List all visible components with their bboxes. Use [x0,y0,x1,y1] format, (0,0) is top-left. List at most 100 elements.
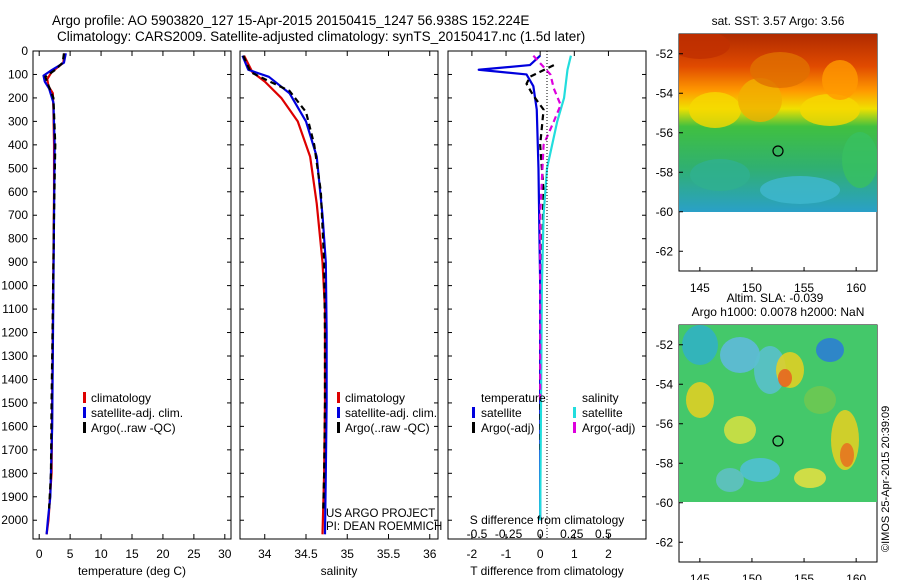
sla-field-patch [682,325,718,365]
depth-tick-label: 1600 [1,419,28,433]
x-tick-label: 0 [537,547,544,561]
depth-tick-label: 800 [8,232,28,246]
depth-tick-label: 1000 [1,279,28,293]
lat-tick-label: -56 [656,126,674,140]
depth-tick-label: 600 [8,185,28,199]
x-tick-label: -2 [467,547,478,561]
lat-tick-label: -54 [656,377,674,391]
difference-ticks: -2 -1 0 1 2 [448,50,646,561]
depth-tick-label: 1800 [1,466,28,480]
sst-field-patch [690,159,750,191]
legend-label-satellite: satellite-adj. clim. [345,406,437,420]
series-line-argo-raw-qc [242,55,327,509]
sst-field-patch [738,78,782,122]
sla-map-title-line2: Argo h1000: 0.0078 h2000: NaN [692,305,865,319]
x-tick-label: 0 [36,547,43,561]
lat-tick-label: -54 [656,86,674,100]
depth-tick-label: 1400 [1,372,28,386]
figure-title-line1: Argo profile: AO 5903820_127 15-Apr-2015… [52,13,529,28]
sla-map-panel: Altim. SLA: -0.039 Argo h1000: 0.0078 h2… [656,291,878,580]
legend-swatch-sal-argo [573,422,576,433]
lon-tick-label: 150 [742,281,762,295]
x-tick-label: 15 [125,547,139,561]
sla-field-patch [778,369,792,387]
difference-panel: -2 -1 0 1 2 S difference from climatology -0… [447,50,647,578]
legend-swatch-climatology [337,392,340,403]
sla-field-patch [716,468,744,492]
lon-tick-label: 160 [846,281,866,295]
x-tick-label: 1 [571,547,578,561]
legend-label-argo: Argo(..raw -QC) [91,421,176,435]
legend-swatch-climatology [83,392,86,403]
legend-label-satellite: satellite-adj. clim. [91,406,183,420]
depth-tick-label: 2000 [1,513,28,527]
x-tick-label: -1 [501,547,512,561]
legend-swatch-argo [337,422,340,433]
legend-swatch-temp-argo [472,422,475,433]
lon-tick-label: 150 [742,572,762,580]
sla-field-patch [754,346,786,394]
figure-title-line2: Climatology: CARS2009. Satellite-adjuste… [57,29,585,44]
legend-swatch-sal-satellite [573,407,576,418]
sla-map-ticks: 145 150 155 160 -52 -54 -56 -58 -60 -62 [656,338,867,580]
temperature-panel: 0 5 10 15 20 25 30 0 100 200 300 400 500 600 700 800 90… [1,44,232,578]
x-tick-label: 2 [605,547,612,561]
top-x-tick-label: -0.25 [495,527,523,541]
salinity-panel: 34 34.5 35 35.5 36 salinity climatology sate… [239,50,442,578]
sla-map-title-line1: Altim. SLA: -0.039 [727,291,824,305]
x-tick-label: 30 [218,547,232,561]
sla-field-patch [840,443,854,467]
legend-label-sal-satellite: satellite [582,406,623,420]
legend-label-temp-argo: Argo(-adj) [481,421,534,435]
x-tick-label: 34 [258,547,272,561]
legend-swatch-argo [83,422,86,433]
top-x-tick-label: 0.25 [560,527,584,541]
series-line-argo-raw-qc [44,53,66,509]
lat-tick-label: -52 [656,338,674,352]
lon-tick-label: 155 [794,281,814,295]
salinity-ticks: 34 34.5 35 35.5 36 [240,50,438,561]
lon-tick-label: 145 [690,281,710,295]
depth-tick-label: 1200 [1,326,28,340]
temperature-axes-frame [32,50,232,540]
legend-swatch-satellite [337,407,340,418]
pi-annotation-line1: US ARGO PROJECT [326,508,435,520]
x-tick-label: 35 [341,547,355,561]
lat-tick-label: -58 [656,165,674,179]
sst-map-panel: sat. SST: 3.57 Argo: 3.56 145 150 155 160 -5… [656,14,878,295]
legend-label-temp-satellite: satellite [481,406,522,420]
temperature-ticks: 0 5 10 15 20 25 30 [33,50,232,561]
x-tick-label: 10 [94,547,108,561]
sla-field-patch [720,337,760,373]
pi-annotation-line2: PI: DEAN ROEMMICH [326,521,442,533]
salinity-profile-lines [241,55,328,535]
depth-tick-label: 500 [8,161,28,175]
sst-field-patch [750,52,810,88]
temperature-profile-lines [42,53,67,535]
sla-field-patch [740,458,780,482]
sst-field-patch [679,34,730,59]
sst-map-title: sat. SST: 3.57 Argo: 3.56 [712,14,845,28]
difference-profile-lines [477,54,572,521]
difference-top-xlabel: S difference from climatology [470,513,625,527]
depth-tick-label: 300 [8,114,28,128]
lat-tick-label: -56 [656,417,674,431]
sst-field-patch [822,60,858,100]
depth-tick-label: 1500 [1,396,28,410]
lat-tick-label: -60 [656,205,674,219]
legend-title-salinity: salinity [582,391,619,405]
legend-label-argo: Argo(..raw -QC) [345,421,430,435]
x-tick-label: 36 [423,547,437,561]
depth-tick-label: 0 [21,44,28,58]
sst-field-patch [800,94,860,126]
lat-tick-label: -60 [656,496,674,510]
sst-field-patch [689,92,741,128]
salinity-xlabel: salinity [321,564,358,578]
top-x-tick-label: 0.5 [595,527,612,541]
depth-tick-label: 1300 [1,349,28,363]
sst-field-patch [842,132,877,188]
lon-tick-label: 145 [690,572,710,580]
sla-field-image [679,325,877,502]
lat-tick-label: -62 [656,244,674,258]
